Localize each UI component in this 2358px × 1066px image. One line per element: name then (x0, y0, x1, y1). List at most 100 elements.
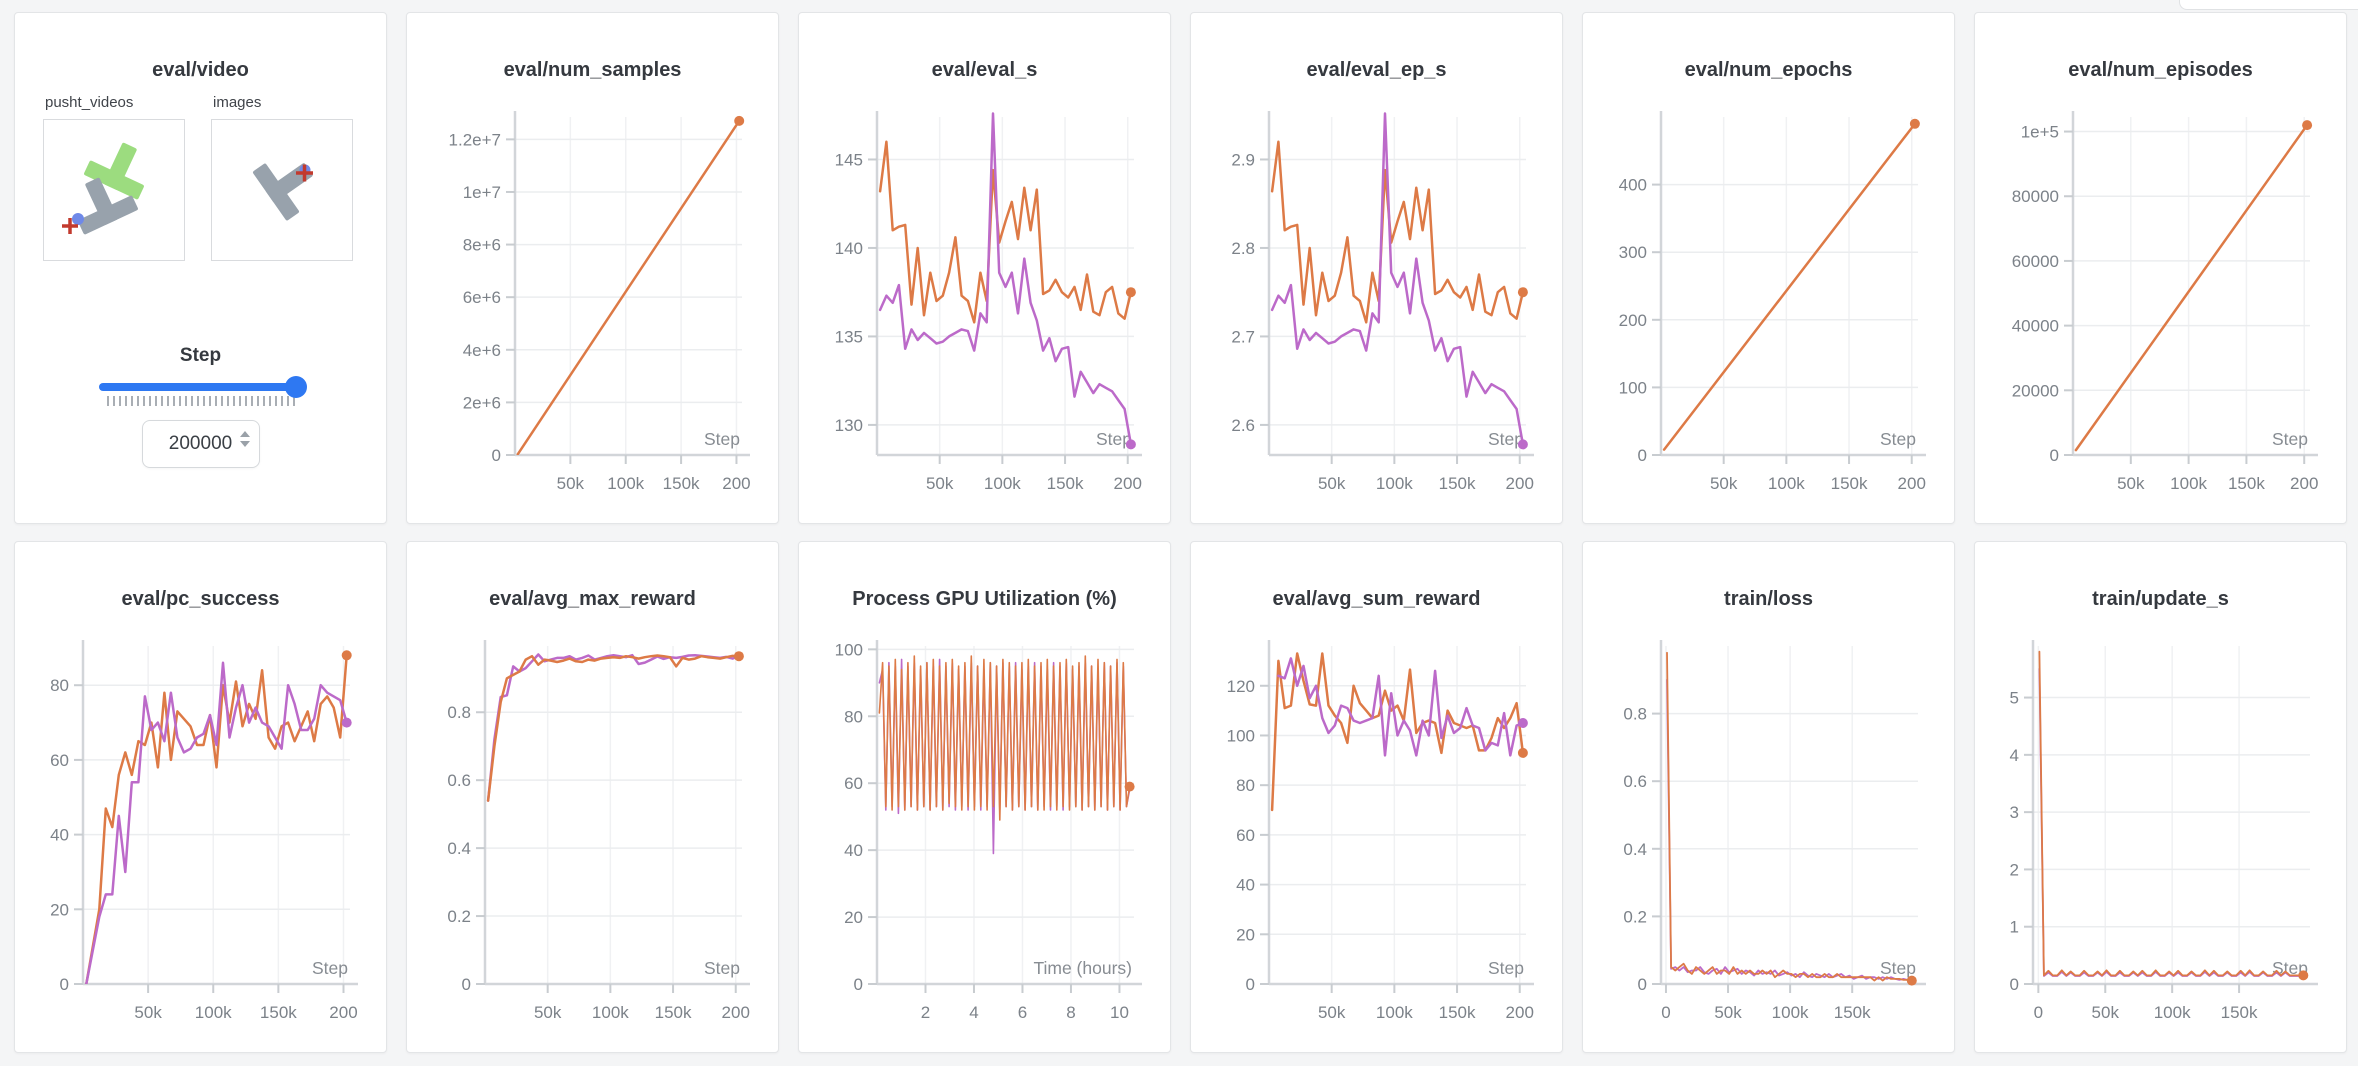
svg-text:0: 0 (492, 446, 501, 465)
chart-svg: 50k 100k 150k 200 0 0.2 0.4 0.6 0.8 Step (447, 640, 750, 1022)
line-chart[interactable]: 50k 100k 150k 200 0 2e+6 4e+6 6e+6 8e+6 1e+7 1.2e+… (417, 105, 768, 517)
svg-text:0: 0 (1661, 1003, 1670, 1022)
svg-text:50k: 50k (2117, 474, 2145, 493)
svg-text:150k: 150k (1831, 474, 1868, 493)
svg-text:40: 40 (50, 826, 69, 845)
images-thumbnail[interactable] (211, 119, 353, 261)
svg-text:150k: 150k (1834, 1003, 1871, 1022)
svg-text:60: 60 (50, 751, 69, 770)
svg-text:50k: 50k (1714, 1003, 1742, 1022)
step-input[interactable]: 200000 (141, 420, 260, 468)
svg-text:4: 4 (2010, 746, 2019, 765)
svg-text:40: 40 (1236, 876, 1255, 895)
svg-text:0: 0 (2034, 1003, 2043, 1022)
svg-text:120: 120 (1227, 677, 1255, 696)
svg-text:2.6: 2.6 (1231, 416, 1255, 435)
pusht-video-thumbnail[interactable] (43, 119, 185, 261)
panel-title: eval/num_samples (503, 59, 682, 81)
svg-text:50k: 50k (2092, 1003, 2120, 1022)
svg-text:5: 5 (2010, 689, 2019, 708)
line-chart[interactable]: 50k 100k 150k 200 0 0.2 0.4 0.6 0.8 Step (417, 634, 768, 1046)
svg-text:130: 130 (835, 416, 863, 435)
line-chart[interactable]: 50k 100k 150k 200 130 135 140 145 Step (809, 105, 1160, 517)
svg-text:0.4: 0.4 (1623, 840, 1647, 859)
line-chart[interactable]: 50k 100k 150k 200 0 20 40 60 80 100 120 Step (1201, 634, 1552, 1046)
svg-text:100k: 100k (1376, 474, 1413, 493)
svg-text:0: 0 (1638, 975, 1647, 994)
panel-train-update-s: train/update_s 0 50k 100k 150k 0 1 2 3 4 5 Step (1974, 541, 2347, 1053)
svg-text:Step: Step (704, 958, 740, 978)
chart-svg: 0 50k 100k 150k 0 0.2 0.4 0.6 0.8 Step (1623, 640, 1926, 1022)
svg-text:0.8: 0.8 (447, 703, 471, 722)
panel-train-loss: train/loss 0 50k 100k 150k 0 0.2 0.4 0.6 0.8 Step (1582, 541, 1955, 1053)
svg-text:1: 1 (2010, 918, 2019, 937)
panel-title: eval/eval_s (931, 59, 1038, 81)
media-images[interactable]: images (211, 94, 353, 261)
step-slider[interactable] (98, 376, 307, 406)
panel-eval-avg-sum-reward: eval/avg_sum_reward 50k 100k 150k 200 0 20 40 6… (1190, 541, 1563, 1053)
svg-text:20: 20 (844, 908, 863, 927)
svg-text:40: 40 (844, 841, 863, 860)
panel-eval-num-episodes: eval/num_episodes 50k 100k 150k 200 0 20000 40… (1974, 12, 2347, 524)
svg-text:0: 0 (2010, 975, 2019, 994)
svg-text:80: 80 (50, 676, 69, 695)
line-chart[interactable]: 50k 100k 150k 200 0 100 200 300 400 Step (1593, 105, 1944, 517)
svg-text:150k: 150k (1047, 474, 1084, 493)
svg-text:0: 0 (854, 975, 863, 994)
svg-text:150k: 150k (1439, 474, 1476, 493)
agent-dot (72, 213, 84, 225)
svg-text:0.6: 0.6 (447, 771, 471, 790)
svg-text:140: 140 (835, 239, 863, 258)
svg-text:80000: 80000 (2012, 187, 2059, 206)
svg-text:1e+7: 1e+7 (463, 183, 501, 202)
step-heading: Step (179, 345, 222, 366)
panel-grid: eval/video pusht_videos (14, 12, 2347, 1053)
svg-text:1.2e+7: 1.2e+7 (449, 130, 501, 149)
svg-text:200: 200 (1506, 474, 1534, 493)
line-chart[interactable]: 0 50k 100k 150k 0 1 2 3 4 5 Step (1985, 634, 2336, 1046)
svg-text:4: 4 (969, 1003, 978, 1022)
line-chart[interactable]: 50k 100k 150k 200 0 20000 40000 60000 80000 1e+5 S… (1985, 105, 2336, 517)
svg-text:20000: 20000 (2012, 381, 2059, 400)
chart-svg: 50k 100k 150k 200 0 100 200 300 400 Step (1619, 111, 1926, 493)
svg-text:200: 200 (1898, 474, 1926, 493)
svg-text:150k: 150k (663, 474, 700, 493)
line-chart[interactable]: 50k 100k 150k 200 0 20 40 60 80 Step (25, 634, 376, 1046)
stepper-arrows[interactable] (239, 431, 250, 447)
svg-text:100k: 100k (1768, 474, 1805, 493)
svg-text:2.7: 2.7 (1231, 327, 1255, 346)
step-slider-track[interactable] (98, 376, 307, 398)
svg-text:200: 200 (722, 1003, 750, 1022)
svg-text:Step: Step (1880, 429, 1916, 449)
panel-eval-num-samples: eval/num_samples 50k 100k 150k 200 0 2e+6 4e+6… (406, 12, 779, 524)
svg-text:40000: 40000 (2012, 317, 2059, 336)
svg-text:8e+6: 8e+6 (463, 236, 501, 255)
svg-text:80: 80 (1236, 776, 1255, 795)
svg-text:50k: 50k (1710, 474, 1738, 493)
panel-eval-eval-s: eval/eval_s 50k 100k 150k 200 130 135 140 145 St… (798, 12, 1171, 524)
svg-text:100: 100 (835, 640, 863, 659)
svg-text:0.2: 0.2 (1623, 907, 1647, 926)
chart-svg: 50k 100k 150k 200 0 20000 40000 60000 80000 1e+5 S… (2012, 111, 2318, 493)
svg-text:100k: 100k (2170, 474, 2207, 493)
line-chart[interactable]: 50k 100k 150k 200 2.6 2.7 2.8 2.9 Step (1201, 105, 1552, 517)
line-chart[interactable]: 2 4 6 8 10 0 20 40 60 80 100 Time (hours) (809, 634, 1160, 1046)
svg-text:2.8: 2.8 (1231, 239, 1255, 258)
svg-text:Step: Step (1880, 958, 1916, 978)
panel-title: eval/video (152, 59, 249, 81)
chart-svg: 50k 100k 150k 200 0 20 40 60 80 100 120 Step (1227, 640, 1534, 1022)
line-chart[interactable]: 0 50k 100k 150k 0 0.2 0.4 0.6 0.8 Step (1593, 634, 1944, 1046)
svg-text:Step: Step (1096, 429, 1132, 449)
svg-text:200: 200 (722, 474, 750, 493)
step-slider-thumb[interactable] (284, 376, 307, 398)
step-down-icon[interactable] (239, 441, 250, 447)
step-up-icon[interactable] (239, 431, 250, 437)
svg-text:2: 2 (921, 1003, 930, 1022)
chart-svg: 50k 100k 150k 200 130 135 140 145 Step (835, 111, 1142, 493)
target-cross (296, 164, 313, 182)
svg-text:3: 3 (2010, 803, 2019, 822)
svg-text:8: 8 (1066, 1003, 1075, 1022)
media-pusht-videos[interactable]: pusht_videos (43, 94, 185, 261)
